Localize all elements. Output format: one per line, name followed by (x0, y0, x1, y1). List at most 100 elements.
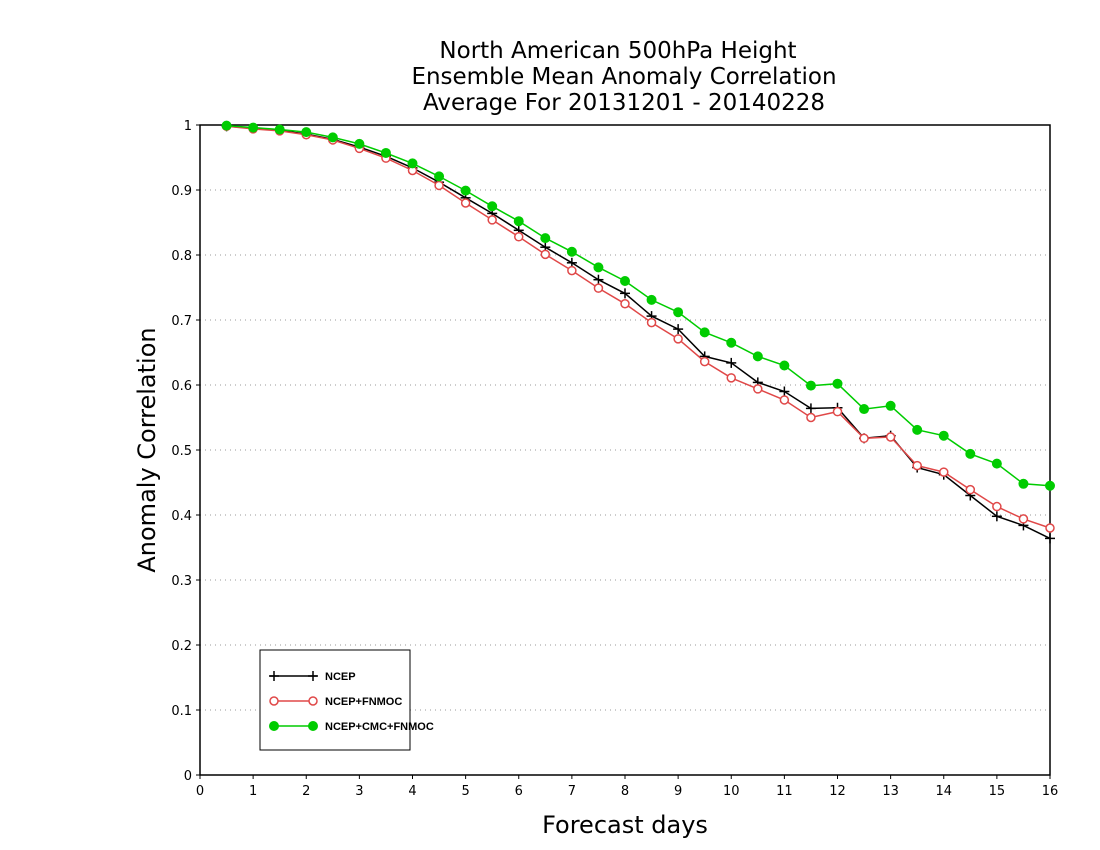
data-point (460, 198, 471, 208)
legend-entry: NCEP+FNMOC (269, 696, 402, 708)
x-tick-label: 8 (621, 784, 629, 799)
data-point (992, 501, 1002, 512)
y-axis: 0 0.1 0.2 0.3 0.4 0.5 0.6 0.7 0.8 0.9 1 (171, 119, 200, 784)
data-point (380, 147, 391, 158)
y-axis-label: Anomaly Correlation (133, 327, 161, 572)
data-point (938, 430, 949, 441)
series-ncep (221, 121, 1055, 544)
data-point (540, 249, 551, 260)
series-ncep-fnmoc (221, 121, 1055, 533)
data-point (593, 283, 604, 293)
data-point (513, 216, 524, 227)
data-point (646, 294, 657, 305)
x-tick-label: 7 (568, 784, 576, 799)
data-point (1045, 533, 1055, 544)
legend-entry: NCEP (269, 671, 356, 683)
data-point (779, 395, 790, 405)
data-point (991, 458, 1002, 469)
data-point (593, 274, 604, 285)
series-ncep-cmc-fnmoc (221, 120, 1055, 491)
data-point (726, 357, 737, 368)
data-point (221, 120, 232, 131)
data-point (620, 288, 630, 299)
x-tick-label: 1 (249, 784, 257, 799)
x-tick-label: 2 (302, 784, 310, 799)
data-point (912, 460, 922, 471)
data-point (274, 124, 285, 135)
x-tick-label: 13 (882, 784, 899, 799)
data-point (885, 432, 896, 442)
x-tick-label: 12 (829, 784, 846, 799)
chart-title: North American 500hPa Height Ensemble Me… (411, 38, 836, 116)
y-tick-label: 0.9 (171, 184, 192, 199)
title-line-1: North American 500hPa Height (439, 38, 796, 64)
y-tick-label: 1 (184, 119, 192, 134)
y-tick-label: 0.7 (171, 314, 192, 329)
x-tick-label: 14 (935, 784, 952, 799)
data-point (487, 215, 497, 225)
y-tick-label: 0.4 (171, 509, 192, 524)
data-point (832, 406, 843, 417)
data-point (301, 127, 312, 138)
y-tick-label: 0.6 (171, 379, 192, 394)
x-tick-label: 11 (776, 784, 793, 799)
data-point (726, 373, 736, 383)
y-tick-label: 0.1 (171, 704, 192, 719)
legend-marker (308, 696, 318, 706)
y-tick-label: 0.3 (171, 574, 192, 589)
y-tick-label: 0.5 (171, 444, 192, 459)
data-point (859, 404, 870, 415)
data-point (673, 307, 684, 318)
x-tick-label: 3 (355, 784, 363, 799)
legend-entry: NCEP+CMC+FNMOC (269, 721, 434, 733)
x-tick-label: 0 (196, 784, 204, 799)
data-point (753, 384, 763, 394)
data-point (939, 467, 949, 477)
data-point (540, 233, 551, 244)
legend-label: NCEP (325, 671, 356, 683)
data-point (620, 299, 630, 309)
data-point (673, 324, 684, 335)
data-point (699, 356, 710, 367)
legend-marker (269, 671, 279, 681)
x-tick-label: 16 (1042, 784, 1059, 799)
gridlines (200, 189, 1050, 711)
data-point (593, 262, 604, 273)
x-tick-label: 10 (723, 784, 740, 799)
series-group (221, 120, 1055, 544)
data-point (354, 138, 365, 149)
title-line-2: Ensemble Mean Anomaly Correlation (411, 64, 836, 90)
legend-box (259, 649, 411, 751)
data-point (1018, 478, 1029, 489)
data-point (646, 317, 657, 328)
data-point (567, 265, 577, 276)
x-tick-label: 4 (408, 784, 416, 799)
data-point (248, 122, 259, 133)
data-point (752, 351, 763, 362)
series-line-ncep-fnmoc (226, 125, 1051, 529)
x-tick-label: 9 (674, 784, 682, 799)
x-tick-label: 5 (461, 784, 469, 799)
series-line-ncep (226, 125, 1051, 540)
data-point (434, 180, 444, 191)
x-axis-label: Forecast days (542, 811, 708, 839)
data-point (327, 132, 338, 143)
data-point (1018, 514, 1029, 524)
data-point (991, 511, 1002, 522)
y-tick-label: 0 (184, 769, 192, 784)
data-point (805, 380, 816, 391)
data-point (965, 484, 976, 495)
data-point (566, 246, 577, 257)
data-point (965, 448, 976, 459)
legend-label: NCEP+CMC+FNMOC (325, 721, 434, 733)
data-point (407, 158, 418, 169)
data-point (805, 403, 816, 414)
data-point (620, 276, 630, 286)
legend-marker (269, 696, 279, 706)
legend-marker (308, 671, 318, 681)
y-tick-label: 0.8 (171, 249, 192, 264)
data-point (434, 171, 445, 182)
data-point (514, 232, 524, 242)
x-tick-label: 6 (515, 784, 523, 799)
